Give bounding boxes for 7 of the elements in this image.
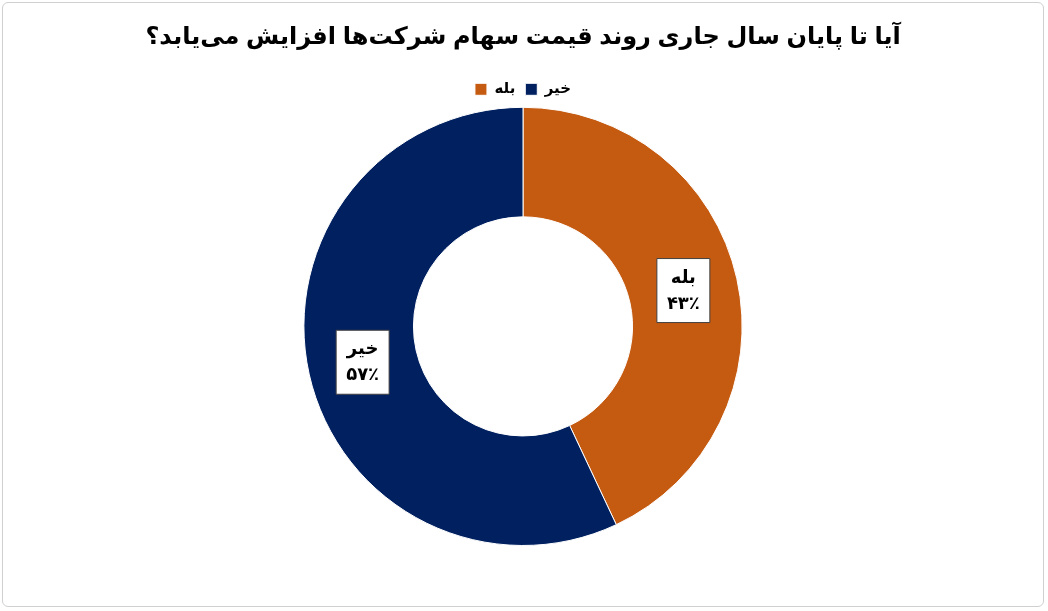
legend-label: خیر <box>543 79 572 98</box>
legend-label: بله <box>494 79 516 97</box>
data-label: ۴۳٪ <box>666 292 700 313</box>
slice-label: خیر <box>345 338 379 360</box>
chart-title: آیا تا پایان سال جاری روند قیمت سهام شرکت‌ها افزایش می‌یابد؟ <box>145 21 902 51</box>
slice-label: بله <box>670 266 696 287</box>
data-label: ۵۷٪ <box>346 364 380 385</box>
